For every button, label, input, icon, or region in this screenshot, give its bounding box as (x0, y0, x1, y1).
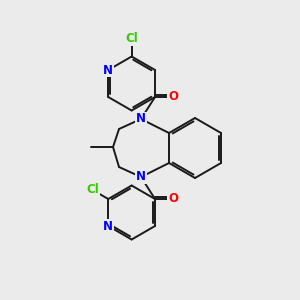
Text: O: O (168, 91, 178, 103)
Text: N: N (103, 220, 113, 232)
Text: Cl: Cl (86, 184, 99, 196)
Text: N: N (136, 112, 146, 125)
Text: N: N (136, 170, 146, 184)
Text: Cl: Cl (125, 32, 138, 45)
Text: N: N (103, 64, 113, 76)
Text: O: O (168, 193, 178, 206)
